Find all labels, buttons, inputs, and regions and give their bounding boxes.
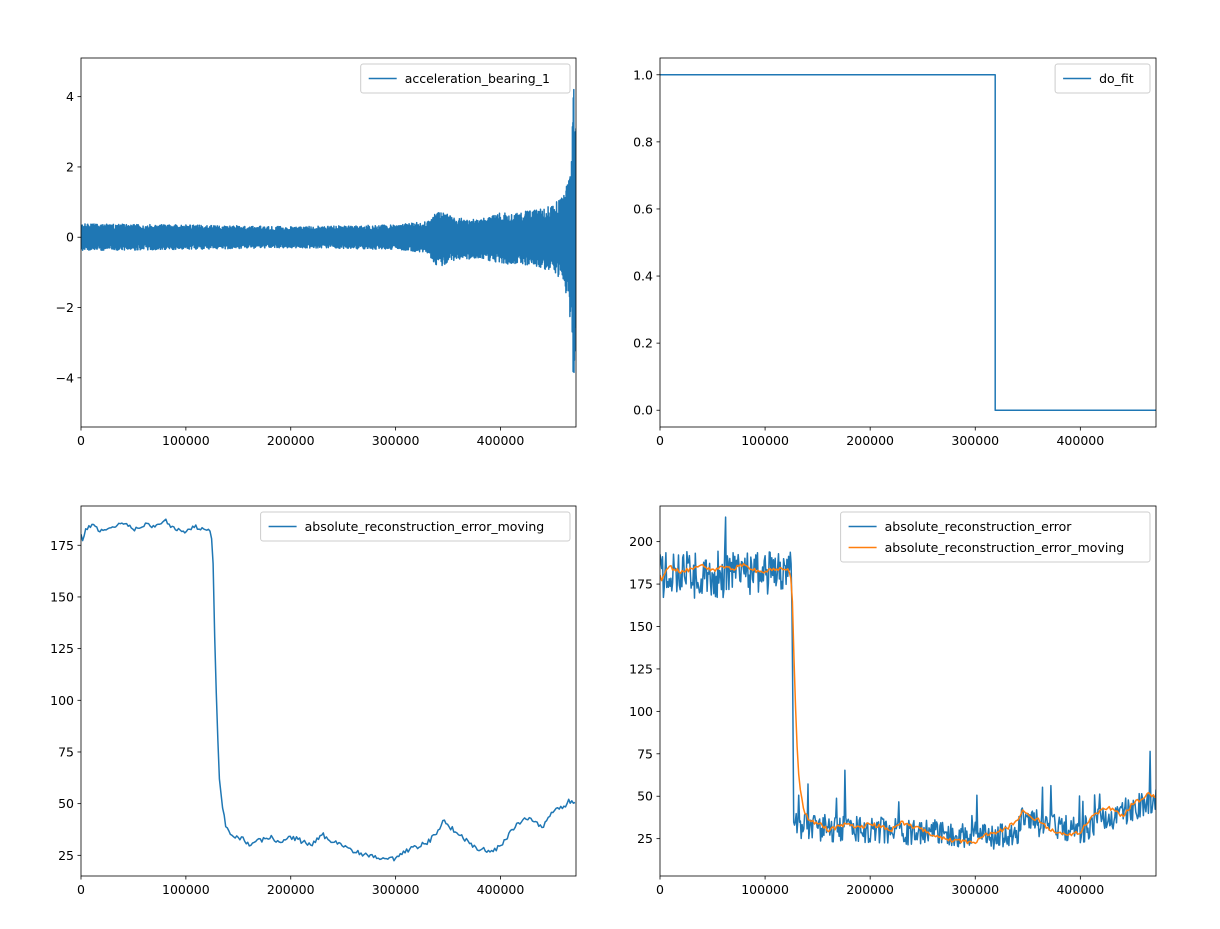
legend-label: absolute_reconstruction_error_moving [885,540,1125,555]
axes-frame [80,57,577,428]
x-tick-label: 0 [77,433,85,448]
legend: acceleration_bearing_1 [360,63,571,94]
legend: absolute_reconstruction_error absolute_re… [840,511,1151,563]
plot-area [81,518,576,862]
legend: absolute_reconstruction_error_moving [260,511,571,542]
y-tick-label: 175 [50,538,74,553]
y-tick-label: 0.0 [633,403,653,418]
legend-frame [1054,63,1151,94]
y-tick-label: 125 [629,661,653,676]
legend-label: absolute_reconstruction_error_moving [305,519,545,534]
x-tick-label: 200000 [846,882,894,897]
plot-area [660,516,1156,850]
y-tick-label: 200 [629,534,653,549]
y-tick-label: 50 [58,796,74,811]
x-tick-label: 300000 [951,433,999,448]
x-tick-label: 400000 [477,882,525,897]
x-tick-label: 200000 [267,433,315,448]
legend: do_fit [1054,63,1151,94]
y-tick-label: 0.4 [633,269,653,284]
x-tick-label: 400000 [1056,433,1104,448]
x-tick-label: 0 [656,882,664,897]
plot-area [81,88,576,374]
y-tick-label: 50 [637,789,653,804]
legend-frame [260,511,571,542]
series-do-fit [660,74,1156,411]
y-tick-label: 0.8 [633,134,653,149]
series-acceleration-bearing-1 [81,88,576,374]
subplot-acceleration: 0 100000 200000 300000 400000 −4 −2 0 2 4 accelera… [56,57,577,448]
y-tick-label: 175 [629,577,653,592]
subplot-do-fit: 0 100000 200000 300000 400000 0.0 0.2 0.4 0.6 0.8… [633,57,1157,448]
legend-label: acceleration_bearing_1 [405,71,550,86]
y-tick-label: 150 [50,589,74,604]
x-tick-label: 400000 [1056,882,1104,897]
legend-frame [360,63,571,94]
y-tick-label: 0 [66,230,74,245]
x-tick-label: 100000 [741,433,789,448]
legend-label: absolute_reconstruction_error [885,519,1073,534]
x-tick-label: 300000 [951,882,999,897]
y-tick-label: 0.2 [633,336,653,351]
x-tick-label: 100000 [741,882,789,897]
y-tick-label: 2 [66,159,74,174]
legend-label: do_fit [1099,71,1134,86]
y-tick-label: 150 [629,619,653,634]
x-tick-label: 300000 [372,882,420,897]
x-tick-label: 0 [77,882,85,897]
y-tick-label: 75 [58,744,74,759]
y-tick-label: 25 [637,831,653,846]
x-tick-label: 300000 [372,433,420,448]
legend-frame [840,511,1151,563]
x-tick-label: 100000 [162,433,210,448]
y-tick-label: 125 [50,641,74,656]
y-tick-label: −4 [56,370,74,385]
axes-frame [659,57,1157,428]
y-tick-label: 25 [58,848,74,863]
subplot-reconstruction-error-moving: 0 100000 200000 300000 400000 25 50 75 100 125 150… [50,505,577,897]
y-tick-label: 0.6 [633,201,653,216]
x-tick-label: 100000 [162,882,210,897]
y-tick-label: 4 [66,89,74,104]
y-tick-label: 100 [50,693,74,708]
subplot-reconstruction-error-comparison: 0 100000 200000 300000 400000 25 50 75 100 125 150… [629,505,1157,897]
y-tick-label: 75 [637,746,653,761]
axes-frame [659,505,1157,877]
x-tick-label: 200000 [267,882,315,897]
y-tick-label: 1.0 [633,67,653,82]
x-tick-label: 400000 [477,433,525,448]
y-tick-label: 100 [629,704,653,719]
axes-frame [80,505,577,877]
plot-area [660,74,1156,411]
x-tick-label: 200000 [846,433,894,448]
y-tick-label: −2 [56,300,74,315]
series-absolute-reconstruction-error-moving [81,518,576,862]
x-tick-label: 0 [656,433,664,448]
series-absolute-reconstruction-error-moving [660,562,1156,845]
